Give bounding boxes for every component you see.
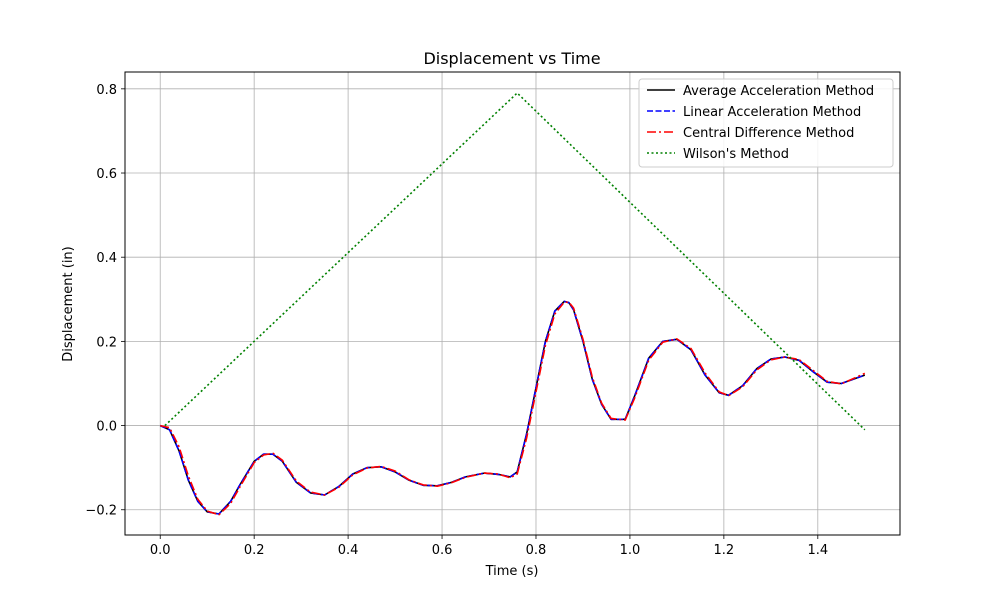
y-tick-label: 0.2 bbox=[96, 335, 117, 350]
series-line-1 bbox=[159, 300, 866, 515]
legend-box bbox=[638, 78, 894, 168]
x-tick-label: 1.2 bbox=[714, 543, 735, 558]
legend: Average Acceleration Method Linear Accele… bbox=[638, 78, 894, 168]
plot-frame bbox=[124, 71, 901, 536]
y-axis-label: Displacement (in) bbox=[61, 246, 76, 362]
chart-title: Displacement vs Time bbox=[423, 49, 600, 68]
y-tick-label: −0.2 bbox=[85, 504, 117, 519]
x-tick-label: 1.4 bbox=[807, 543, 828, 558]
y-tick-label: 0.4 bbox=[96, 251, 117, 266]
x-axis-label: Time (s) bbox=[485, 564, 539, 579]
x-tick-label: 0.4 bbox=[338, 543, 359, 558]
y-tick-label: 0.0 bbox=[96, 420, 117, 435]
legend-label-4: Wilson's Method bbox=[683, 147, 789, 162]
x-tick-label: 0.0 bbox=[150, 543, 171, 558]
series-line-4 bbox=[164, 92, 866, 431]
series-lines bbox=[159, 92, 866, 516]
y-tick-label: 0.8 bbox=[96, 83, 117, 98]
x-tick-label: 0.2 bbox=[244, 543, 265, 558]
axis-ticks: 0.0 0.2 0.4 0.6 0.8 1.0 1.2 1.4 −0.2 0.0 0.2 0.4 0.6… bbox=[85, 83, 828, 558]
legend-label-1: Average Acceleration Method bbox=[683, 84, 874, 99]
legend-label-2: Linear Acceleration Method bbox=[683, 105, 861, 120]
x-tick-label: 0.6 bbox=[432, 543, 453, 558]
series-line-2 bbox=[159, 300, 866, 515]
y-tick-label: 0.6 bbox=[96, 167, 117, 182]
x-tick-label: 1.0 bbox=[620, 543, 641, 558]
legend-label-3: Central Difference Method bbox=[683, 126, 854, 141]
x-tick-label: 0.8 bbox=[526, 543, 547, 558]
series-line-3 bbox=[160, 301, 866, 516]
